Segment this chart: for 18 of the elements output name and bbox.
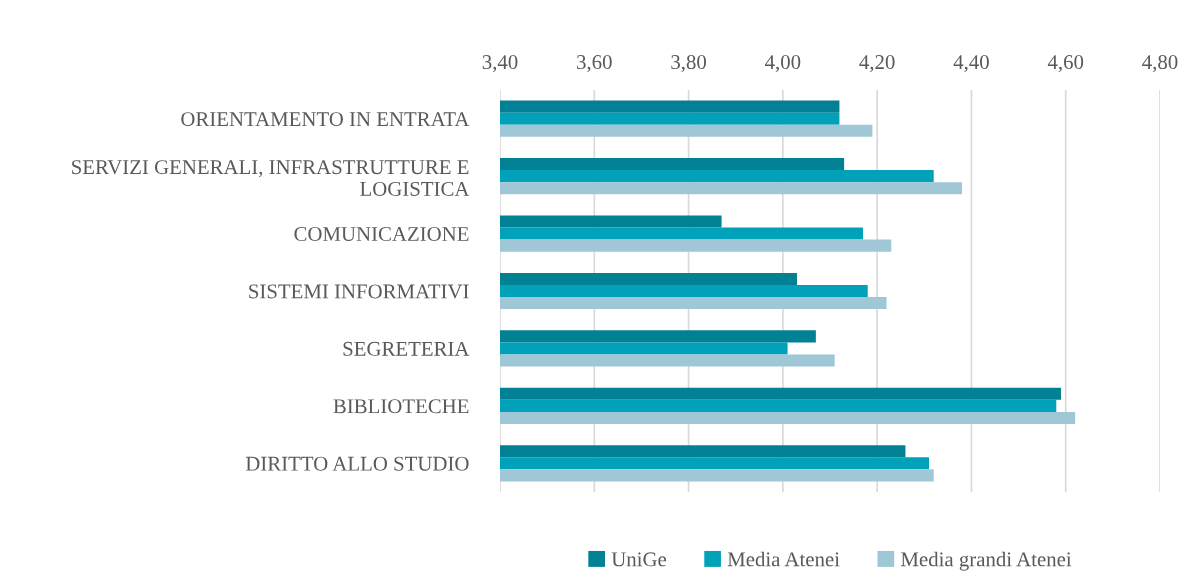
y-tick-label: SERVIZI GENERALI, INFRASTRUTTURE E LOGISTICA [72,160,470,196]
x-tick-label: 3,80 [671,55,707,73]
y-tick-label: SEGRETERIA [343,341,470,356]
x-tick-label: 3,40 [482,55,518,73]
x-tick-label: 4,60 [1047,55,1084,73]
x-tick-label: 4,00 [765,55,801,73]
legend-label: UniGe [611,552,667,567]
x-tick-label: 3,60 [577,55,612,73]
y-tick-label: DIRITTO ALLO STUDIO [245,456,469,471]
x-tick-label: 4,40 [953,55,989,73]
y-tick-label: COMUNICAZIONE [294,227,469,241]
x-tick-label: 4,80 [1142,55,1178,73]
y-tick-label: BIBLIOTECHE [333,399,469,414]
y-tick-label: SISTEMI INFORMATIVI [249,284,469,299]
legend-label: Media grandi Atenei [901,551,1072,571]
legend-label: Media Atenei [727,551,840,567]
x-tick-label: 4,20 [859,55,895,73]
y-tick-label: ORIENTAMENTO IN ENTRATA [181,112,470,127]
